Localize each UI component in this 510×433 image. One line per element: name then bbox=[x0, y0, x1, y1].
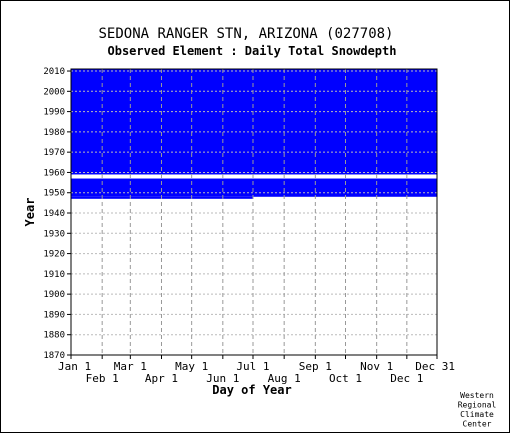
y-tick-label-1930: 1930 bbox=[43, 229, 65, 239]
y-tick-label-1950: 1950 bbox=[43, 189, 65, 199]
x-tick-label-bottom-5: Dec 1 bbox=[390, 372, 423, 385]
x-tick-label-bottom-2: Jun 1 bbox=[206, 372, 239, 385]
y-tick-label-1920: 1920 bbox=[43, 250, 65, 260]
coverage-block-1 bbox=[71, 196, 253, 199]
plot-border bbox=[70, 68, 438, 356]
x-tick-label-top-1: Mar 1 bbox=[114, 360, 147, 373]
y-tick-label-1940: 1940 bbox=[43, 209, 65, 219]
credit-line-2: Climate bbox=[460, 410, 494, 419]
x-tick-label-bottom-0: Feb 1 bbox=[86, 372, 119, 385]
y-tick-label-1970: 1970 bbox=[43, 148, 65, 158]
x-tick-label-bottom-1: Apr 1 bbox=[145, 372, 178, 385]
x-tick-label-top-6: Dec 31 bbox=[415, 360, 455, 373]
data-coverage bbox=[71, 69, 437, 199]
chart-subtitle: Observed Element : Daily Total Snowdepth bbox=[108, 44, 397, 58]
missing-row-1957 bbox=[71, 176, 437, 179]
x-tick-label-bottom-4: Oct 1 bbox=[329, 372, 362, 385]
y-ticks: 2010 2000 1990 1980 1970 1960 1950 1940 1930 1920… bbox=[43, 67, 71, 361]
x-tick-label-top-5: Nov 1 bbox=[360, 360, 393, 373]
y-tick-label-1910: 1910 bbox=[43, 270, 65, 280]
y-tick-label-2000: 2000 bbox=[43, 87, 65, 97]
x-tick-label-top-4: Sep 1 bbox=[299, 360, 332, 373]
y-tick-label-1900: 1900 bbox=[43, 290, 65, 300]
missing-row-1958 bbox=[71, 174, 437, 177]
y-axis-label: Year bbox=[23, 198, 37, 227]
grid-lines bbox=[70, 68, 438, 356]
y-tick-label-1980: 1980 bbox=[43, 128, 65, 138]
y-tick-label-1990: 1990 bbox=[43, 108, 65, 118]
chart-title: SEDONA RANGER STN, ARIZONA (027708) bbox=[98, 26, 393, 42]
y-tick-label-1960: 1960 bbox=[43, 168, 65, 178]
credit-line-1: Regional bbox=[458, 401, 497, 410]
x-tick-label-top-3: Jul 1 bbox=[236, 360, 269, 373]
x-tick-label-bottom-3: Aug 1 bbox=[268, 372, 301, 385]
x-tick-label-top-0: Jan 1 bbox=[58, 360, 91, 373]
x-axis-label: Day of Year bbox=[212, 383, 291, 397]
y-tick-label-1880: 1880 bbox=[43, 331, 65, 341]
x-tick-label-top-2: May 1 bbox=[175, 360, 208, 373]
y-tick-label-2010: 2010 bbox=[43, 67, 65, 77]
credit-line-3: Center bbox=[463, 420, 492, 429]
x-ticks: Jan 1 Mar 1 May 1 Jul 1 Sep 1 Nov 1 Dec 31 Feb … bbox=[58, 355, 455, 385]
y-tick-label-1870: 1870 bbox=[43, 351, 65, 361]
credit-line-0: Western bbox=[460, 391, 494, 400]
y-tick-label-1890: 1890 bbox=[43, 310, 65, 320]
